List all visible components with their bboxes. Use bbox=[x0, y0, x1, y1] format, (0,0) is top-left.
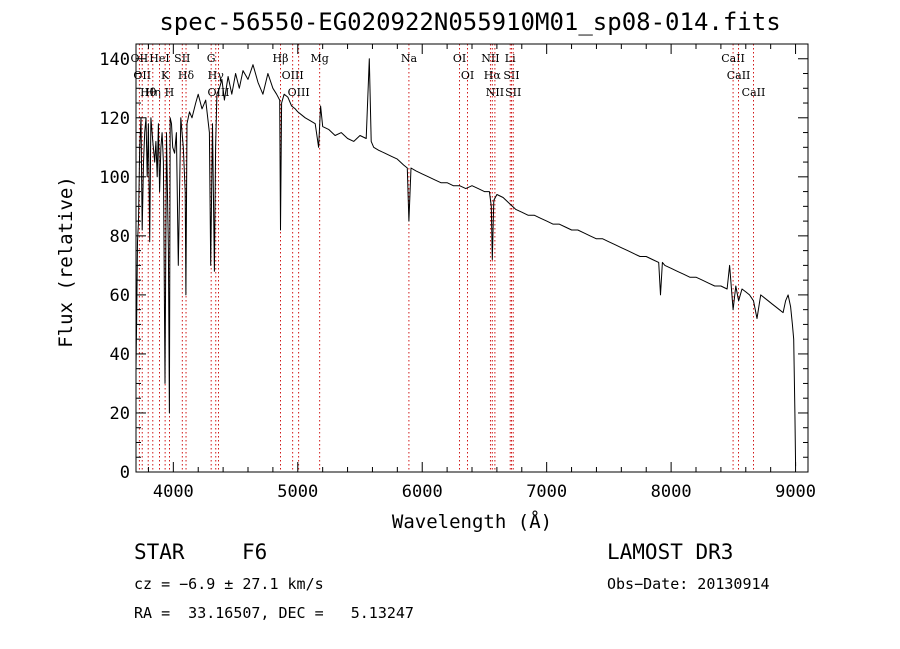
x-tick-label-2: 6000 bbox=[402, 482, 443, 502]
redshift-velocity: cz = −6.9 ± 27.1 km/s bbox=[134, 575, 324, 593]
observation-date: Obs−Date: 20130914 bbox=[607, 575, 770, 593]
line-label-14: OIII bbox=[288, 86, 310, 99]
line-label-17: OI bbox=[453, 52, 466, 65]
line-label-6: H bbox=[165, 86, 175, 99]
line-label-3: Hη bbox=[145, 86, 161, 99]
y-tick-label-0: 0 bbox=[120, 463, 130, 483]
chart-title: spec-56550-EG020922N055910M01_sp08-014.f… bbox=[159, 8, 780, 36]
line-label-18: OI bbox=[461, 69, 474, 82]
x-tick-label-0: 4000 bbox=[153, 482, 194, 502]
line-label-8: Hδ bbox=[178, 69, 195, 82]
line-label-26: CaII bbox=[727, 69, 751, 82]
x-axis-label: Wavelength (Å) bbox=[392, 510, 552, 533]
line-label-5: K bbox=[161, 69, 170, 82]
line-label-12: Hβ bbox=[273, 52, 289, 65]
line-label-13: OIII bbox=[282, 69, 304, 82]
line-label-27: CaII bbox=[742, 86, 766, 99]
line-label-19: NII bbox=[481, 52, 499, 65]
y-tick-label-5: 100 bbox=[99, 168, 130, 188]
x-tick-label-4: 8000 bbox=[651, 482, 692, 502]
y-axis-label: Flux (relative) bbox=[55, 176, 77, 348]
object-class: STAR bbox=[134, 540, 185, 564]
y-tick-label-1: 20 bbox=[110, 404, 130, 424]
line-label-22: Li bbox=[505, 52, 516, 65]
series-line-0 bbox=[135, 58, 797, 467]
y-tick-label-6: 120 bbox=[99, 109, 130, 129]
line-label-21: NII bbox=[486, 86, 504, 99]
line-label-15: Mg bbox=[311, 52, 329, 65]
line-label-9: G bbox=[207, 52, 216, 65]
x-tick-label-5: 9000 bbox=[775, 482, 816, 502]
line-label-7: SII bbox=[174, 52, 190, 65]
series bbox=[135, 58, 797, 467]
plot-frame bbox=[135, 43, 809, 473]
line-label-20: Hα bbox=[484, 69, 502, 82]
spectrum-chart: spec-56550-EG020922N055910M01_sp08-014.f… bbox=[55, 8, 816, 533]
line-label-1: OII bbox=[133, 69, 151, 82]
survey-name: LAMOST DR3 bbox=[607, 540, 734, 564]
y-tick-label-2: 40 bbox=[110, 345, 130, 365]
x-tick-label-3: 7000 bbox=[526, 482, 567, 502]
y-tick-label-7: 140 bbox=[99, 50, 130, 70]
y-tick-label-4: 80 bbox=[110, 227, 130, 247]
axes: 4000 5000 6000 7000 8000 9000 0 20 40 60 80 100 120 1… bbox=[99, 43, 816, 502]
line-label-4: HeI bbox=[149, 52, 169, 65]
line-label-16: Na bbox=[401, 52, 418, 65]
object-subclass: F6 bbox=[242, 540, 268, 564]
ra-dec: RA = 33.16507, DEC = 5.13247 bbox=[134, 604, 414, 622]
y-tick-label-3: 60 bbox=[110, 286, 130, 306]
line-label-25: CaII bbox=[721, 52, 745, 65]
x-tick-label-1: 5000 bbox=[277, 482, 318, 502]
line-label-24: SII bbox=[505, 86, 521, 99]
line-label-10: Hγ bbox=[208, 69, 225, 82]
line-label-23: SII bbox=[503, 69, 519, 82]
